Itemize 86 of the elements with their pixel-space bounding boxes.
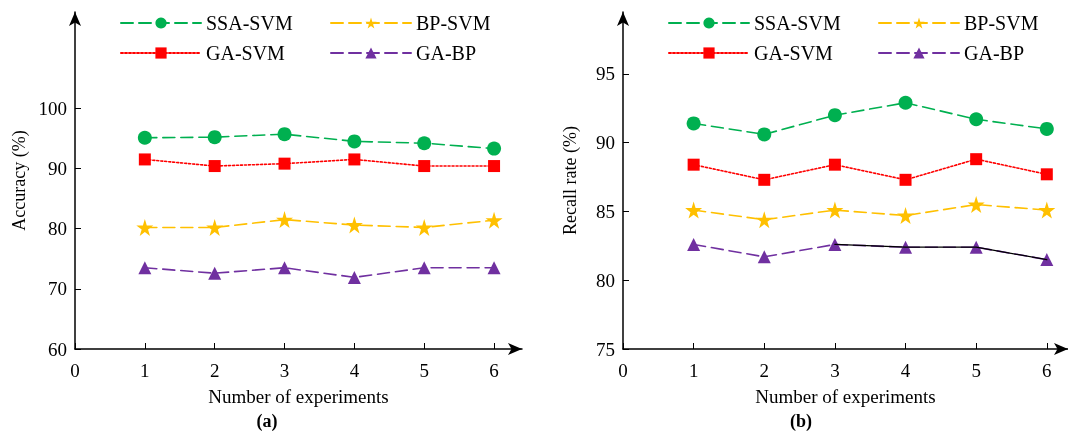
x-tick-label: 6 (1042, 360, 1052, 381)
legend-label: BP-SVM (416, 12, 491, 34)
x-tick-label: 4 (349, 360, 360, 381)
legend-label: GA-BP (964, 42, 1025, 64)
x-tick-label: 2 (759, 360, 770, 381)
y-tick-label: 60 (48, 338, 67, 360)
point (208, 266, 222, 280)
x-tick-label: 5 (419, 360, 429, 381)
y-axis-title: Recall rate (%) (560, 126, 581, 235)
y-tick-label: 95 (596, 63, 615, 85)
legend-label: GA-SVM (754, 42, 834, 64)
point (899, 240, 913, 254)
x-tick-label: 3 (279, 360, 290, 381)
point (417, 136, 432, 151)
x-axis-title: Number of experiments (755, 386, 936, 407)
x-tick-label: 5 (971, 360, 981, 381)
x-tick-label: 1 (688, 360, 699, 381)
point (137, 130, 152, 145)
point (828, 237, 842, 251)
y-tick-label: 80 (48, 218, 67, 240)
legend-label: SSA-SVM (206, 12, 293, 34)
y-tick-label: 85 (596, 200, 615, 222)
y-tick-label: 80 (596, 269, 615, 291)
y-tick-label: 90 (48, 157, 67, 179)
point (278, 157, 291, 170)
point (138, 153, 151, 166)
point (827, 108, 842, 123)
text: (b) (790, 411, 812, 432)
point (686, 116, 701, 131)
point (415, 218, 433, 236)
point (208, 160, 221, 173)
y-tick-label: 90 (596, 132, 615, 154)
point (969, 240, 983, 254)
point (685, 201, 703, 219)
point (348, 153, 361, 166)
point (1040, 253, 1054, 267)
point (970, 153, 983, 166)
legend-label: SSA-SVM (754, 12, 841, 34)
legend-label: GA-BP (416, 42, 477, 64)
point (897, 207, 915, 225)
x-tick-label: 4 (900, 360, 911, 381)
point (418, 160, 431, 173)
x-axis-title: Number of experiments (208, 386, 389, 407)
point (345, 216, 363, 234)
point (278, 261, 292, 275)
x-tick-label: 1 (140, 360, 150, 381)
point (487, 261, 501, 275)
point (687, 237, 701, 251)
x-tick-label: 6 (489, 360, 499, 381)
point (487, 141, 502, 156)
y-tick-label: 75 (596, 338, 615, 360)
point (757, 127, 772, 142)
x-tick-label: 2 (209, 360, 220, 381)
point (1038, 201, 1056, 219)
point (206, 218, 224, 236)
text: (a) (256, 411, 278, 432)
point (1039, 121, 1054, 136)
point (687, 158, 700, 171)
x-tick-label: 3 (830, 360, 840, 381)
point (485, 211, 503, 229)
point (347, 134, 362, 149)
point (207, 130, 222, 145)
point (967, 196, 985, 214)
x-tick-label: 0 (618, 360, 628, 381)
legend-label: GA-SVM (206, 42, 286, 64)
x-tick-label: 0 (70, 360, 80, 381)
y-tick-label: 70 (48, 278, 67, 300)
point (417, 261, 431, 275)
legend-label: BP-SVM (964, 12, 1039, 34)
point (757, 250, 771, 264)
point (277, 127, 292, 142)
point (276, 211, 294, 229)
point (755, 211, 773, 229)
point (828, 158, 841, 171)
point (898, 95, 913, 110)
point (899, 173, 912, 186)
point (758, 173, 771, 186)
point (488, 160, 501, 173)
point (138, 261, 152, 275)
point (1040, 168, 1053, 181)
y-axis-title: Accuracy (%) (8, 130, 30, 231)
point (969, 112, 984, 127)
y-tick-label: 100 (38, 97, 67, 119)
point (347, 270, 361, 284)
point (826, 201, 844, 219)
point (136, 218, 154, 236)
